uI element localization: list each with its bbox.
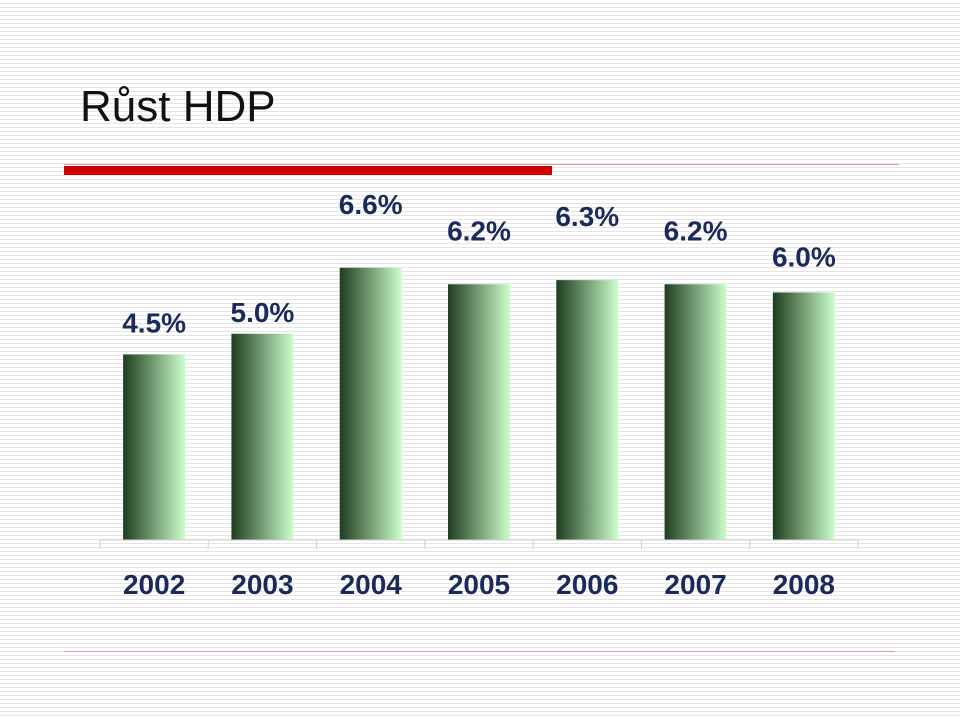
x-axis (99, 539, 859, 549)
x-tick-label: 2006 (556, 569, 618, 600)
x-tick-label: 2004 (340, 569, 403, 600)
x-tick-label: 2003 (231, 569, 293, 600)
bar-2005 (448, 284, 510, 540)
x-tick-label: 2002 (123, 569, 185, 600)
bar-2007 (664, 284, 727, 540)
bars-group (123, 267, 835, 540)
bar-value-label: 6.2% (447, 215, 511, 246)
bar-2003 (231, 333, 294, 540)
bar-2006 (556, 280, 619, 540)
slide-title: Růst HDP (80, 82, 276, 131)
title-accent-bar (64, 166, 552, 175)
x-tick-label: 2007 (664, 569, 726, 600)
bar-value-label: 6.6% (339, 189, 403, 220)
bar-value-label: 5.0% (231, 297, 295, 328)
x-tick-label: 2005 (448, 569, 510, 600)
footer-rule (64, 651, 895, 652)
bar-2008 (772, 292, 835, 540)
bar-value-label: 6.3% (555, 201, 619, 232)
title-rule-thin (64, 164, 899, 165)
bar-value-label: 6.2% (664, 215, 728, 246)
bar-2002 (123, 354, 186, 540)
bar-value-label: 4.5% (122, 307, 186, 338)
labels-group: 4.5% 2002 5.0% 2003 6.6% 2004 6.2% 2005 6.3% 2006… (122, 189, 836, 600)
x-tick-label: 2008 (773, 569, 835, 600)
bar-value-label: 6.0% (772, 242, 836, 273)
bar-2004 (339, 267, 402, 540)
